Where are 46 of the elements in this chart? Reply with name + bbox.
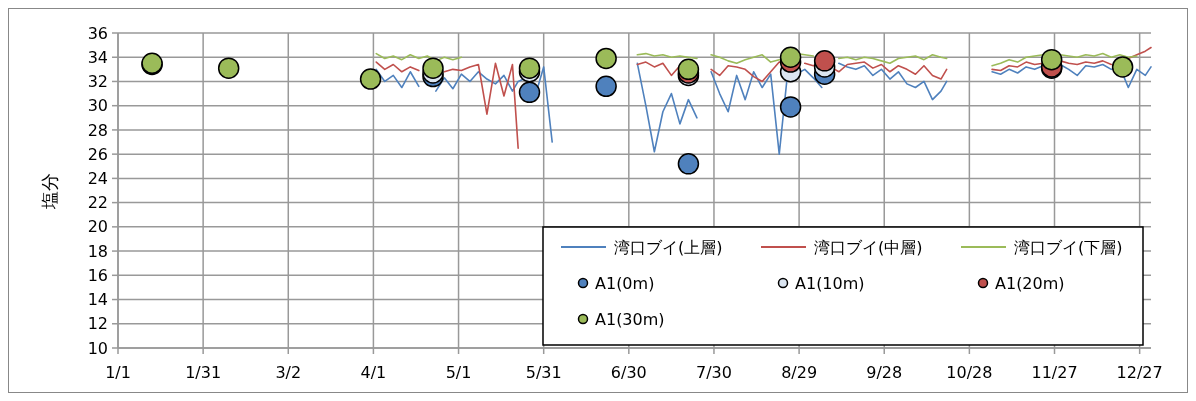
- y-tick-label: 24: [87, 168, 108, 188]
- legend-label: 湾口ブイ(下層): [1014, 237, 1123, 257]
- x-tick-label: 5/31: [525, 363, 562, 382]
- legend-label: A1(10m): [795, 273, 865, 293]
- point: [1040, 48, 1063, 71]
- legend-label: 湾口ブイ(上層): [614, 237, 723, 257]
- x-tick-label: 11/27: [1031, 363, 1078, 382]
- point: [422, 57, 444, 79]
- x-tick-label: 5/1: [445, 363, 472, 382]
- y-tick-label: 20: [87, 217, 108, 237]
- y-tick-label: 36: [87, 23, 108, 43]
- y-tick-label: 32: [87, 72, 108, 92]
- point: [1111, 56, 1134, 78]
- y-axis-title: 塩分: [39, 172, 60, 210]
- x-tick-label: 8/29: [781, 363, 818, 382]
- y-tick-label: 18: [87, 241, 108, 261]
- x-tick-label: 1/31: [185, 363, 222, 382]
- point: [779, 96, 802, 118]
- point: [813, 50, 836, 72]
- y-tick-label: 16: [87, 265, 108, 285]
- x-tick-label: 3/2: [275, 363, 302, 382]
- x-tick-label: 4/1: [360, 363, 387, 382]
- legend-label: A1(30m): [595, 309, 665, 329]
- y-tick-label: 30: [87, 96, 108, 116]
- point: [779, 46, 802, 68]
- x-tick-label: 10/28: [946, 363, 993, 382]
- y-tick-label: 12: [87, 314, 108, 334]
- x-tick-label: 9/28: [866, 363, 903, 382]
- y-tick-label: 28: [87, 120, 108, 140]
- x-tick-label: 6/30: [610, 363, 647, 382]
- y-tick-label: 34: [87, 47, 108, 67]
- legend-label: A1(20m): [995, 273, 1065, 293]
- y-tick-label: 26: [87, 144, 108, 164]
- x-tick-label: 12/27: [1116, 363, 1163, 382]
- legend-label: 湾口ブイ(中層): [814, 237, 923, 257]
- x-tick-label: 1/1: [105, 363, 131, 382]
- y-tick-label: 10: [87, 338, 108, 358]
- legend-label: A1(0m): [595, 273, 655, 293]
- point: [677, 153, 700, 175]
- y-tick-label: 22: [87, 193, 108, 213]
- y-tick-label: 14: [87, 290, 108, 310]
- point: [359, 68, 382, 90]
- point: [595, 75, 617, 98]
- x-tick-label: 7/30: [695, 363, 732, 382]
- point: [595, 47, 617, 70]
- point: [518, 81, 541, 104]
